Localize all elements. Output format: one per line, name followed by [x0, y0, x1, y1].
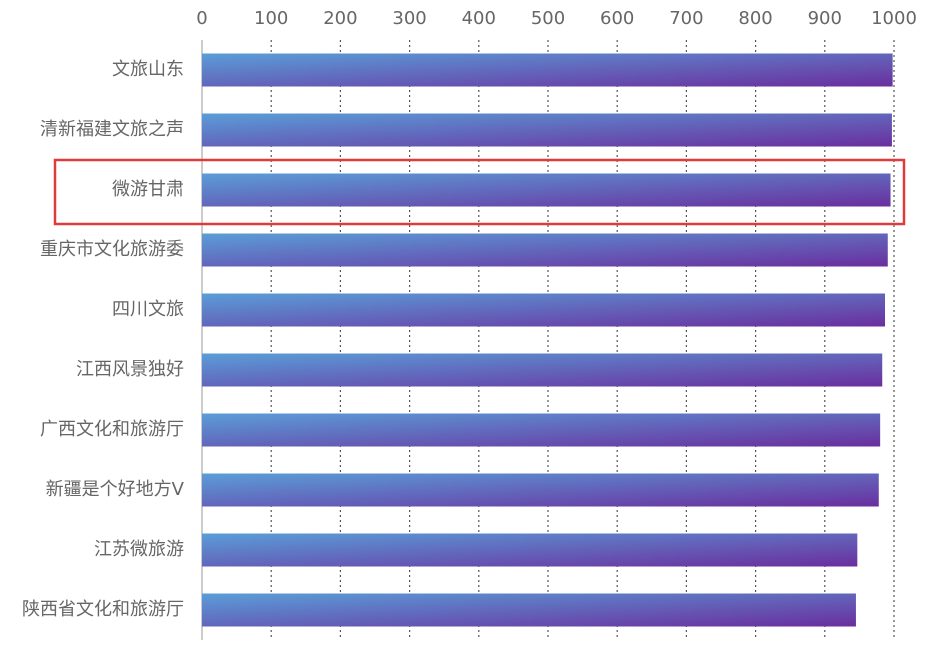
category-label: 广西文化和旅游厅: [40, 419, 184, 440]
bar: [202, 113, 892, 147]
x-tick-label: 900: [808, 8, 842, 29]
x-tick-label: 0: [196, 8, 207, 29]
category-label: 江苏微旅游: [94, 539, 184, 560]
x-tick-label: 1000: [871, 8, 917, 29]
category-label: 微游甘肃: [112, 179, 184, 200]
category-label: 新疆是个好地方V: [46, 479, 185, 500]
bar: [202, 53, 893, 87]
category-label: 江西风景独好: [76, 359, 184, 380]
category-label: 四川文旅: [112, 299, 184, 320]
category-label: 清新福建文旅之声: [40, 119, 184, 140]
bar: [202, 293, 886, 327]
bar: [202, 173, 891, 207]
x-tick-label: 200: [323, 8, 357, 29]
bar: [202, 353, 883, 387]
x-tick-label: 400: [462, 8, 496, 29]
x-tick-label: 300: [392, 8, 426, 29]
bar: [202, 593, 856, 627]
highlight-box: [53, 158, 906, 226]
category-labels: 文旅山东清新福建文旅之声微游甘肃重庆市文化旅游委四川文旅江西风景独好广西文化和旅…: [22, 59, 185, 620]
x-tick-label: 800: [738, 8, 772, 29]
bar: [202, 473, 879, 507]
highlight-layer: [53, 158, 906, 226]
x-tick-label: 100: [254, 8, 288, 29]
bar: [202, 533, 858, 567]
bars: [202, 53, 893, 627]
x-tick-label: 600: [600, 8, 634, 29]
bar: [202, 413, 881, 447]
category-label: 文旅山东: [112, 59, 184, 80]
x-tick-label: 500: [531, 8, 565, 29]
category-label: 陕西省文化和旅游厅: [22, 599, 184, 620]
category-label: 重庆市文化旅游委: [40, 239, 184, 260]
bar: [202, 233, 888, 267]
x-tick-label: 700: [669, 8, 703, 29]
